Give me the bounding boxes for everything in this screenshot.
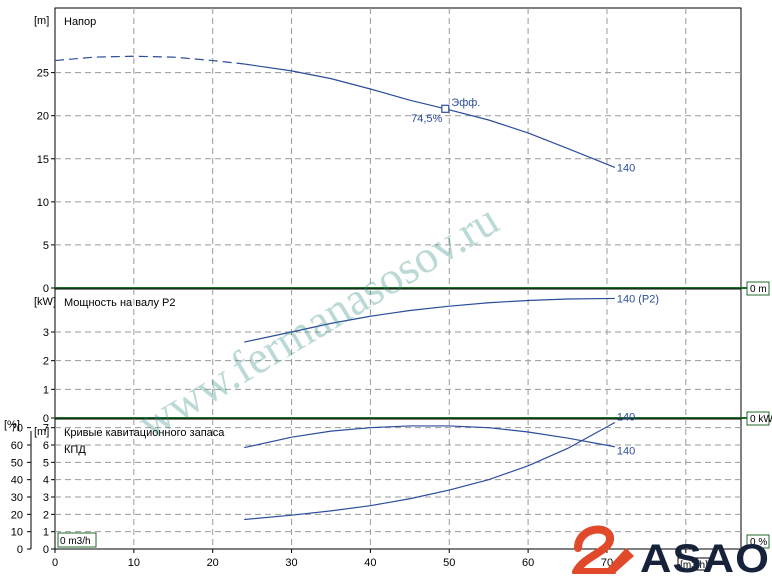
right-value-label: 0 m (750, 284, 767, 295)
y-tick-label: 15 (37, 154, 49, 166)
x-tick-label: 60 (522, 557, 534, 569)
x-tick-label: 30 (285, 557, 297, 569)
y-tick-label: 4 (43, 475, 49, 487)
series-label: 140 (617, 411, 635, 423)
y-tick-label: 3 (43, 327, 49, 339)
left-tick-label: 0 (17, 544, 23, 556)
efficiency-point-marker (441, 104, 450, 113)
right-value-box (746, 534, 770, 549)
x-tick-label: 10 (128, 557, 140, 569)
brand-logo-accent (604, 548, 634, 572)
left-tick-label: 30 (11, 492, 23, 504)
x-unit-box (677, 557, 711, 571)
series-line (244, 297, 615, 343)
x-tick-label: 40 (364, 557, 376, 569)
left-axis-unit: [%] (4, 419, 20, 431)
y-tick-label: 7 (43, 423, 49, 435)
y-tick-label: 0 (43, 544, 49, 556)
efficiency-value: 74,5% (411, 113, 442, 125)
series-line (244, 425, 615, 449)
y-tick-label: 25 (37, 68, 49, 80)
brand-logo: ASAO (572, 525, 770, 579)
right-value-label: 0 kW (750, 414, 772, 425)
y-tick-label: 20 (37, 111, 49, 123)
right-value-box (746, 411, 770, 426)
x-tick-label: 0 (52, 557, 58, 569)
left-tick-label: 20 (11, 509, 23, 521)
panel-title: Мощность на валу P2 (64, 297, 176, 309)
panel-subtitle: КПД (64, 444, 86, 456)
series-line (244, 421, 616, 521)
brand-logo-text: ASAO (640, 537, 770, 574)
y-tick-label: 2 (43, 356, 49, 368)
series-label: 140 (617, 446, 635, 458)
brand-logo-mark (572, 525, 616, 576)
x-tick-label: 50 (443, 557, 455, 569)
y-tick-label: 6 (43, 440, 49, 452)
series-label: 140 (617, 162, 635, 174)
y-axis-unit: [m] (34, 15, 49, 27)
y-tick-label: 5 (43, 240, 49, 252)
flow-start-label: 0 m3/h (60, 536, 91, 547)
left-tick-label: 50 (11, 457, 23, 469)
y-tick-label: 0 (43, 413, 49, 425)
panel-frame (54, 418, 742, 550)
y-axis-unit: [m] (34, 426, 49, 438)
efficiency-label: Эфф. (451, 97, 480, 109)
panel-title: Напор (64, 16, 96, 28)
flow-start-box (57, 532, 97, 548)
series-label: 140 (P2) (617, 293, 659, 305)
y-tick-label: 5 (43, 457, 49, 469)
x-tick-label: 20 (207, 557, 219, 569)
left-tick-label: 40 (11, 475, 23, 487)
series-line (244, 63, 616, 168)
series-line-dashed (54, 55, 245, 65)
y-tick-label: 10 (37, 197, 49, 209)
left-tick-label: 10 (11, 527, 23, 539)
y-tick-label: 2 (43, 509, 49, 521)
right-value-box (746, 281, 770, 296)
x-axis-unit: [m3/h] (680, 560, 708, 571)
y-axis-unit: [kW] (34, 296, 56, 308)
left-tick-label: 70 (11, 423, 23, 435)
left-tick-label: 60 (11, 440, 23, 452)
y-tick-label: 0 (43, 283, 49, 295)
y-tick-label: 1 (43, 384, 49, 396)
right-value-label: 0 % (750, 537, 767, 548)
y-tick-label: 1 (43, 527, 49, 539)
y-tick-label: 3 (43, 492, 49, 504)
panel-title: Кривые кавитационного запаса (64, 427, 225, 439)
